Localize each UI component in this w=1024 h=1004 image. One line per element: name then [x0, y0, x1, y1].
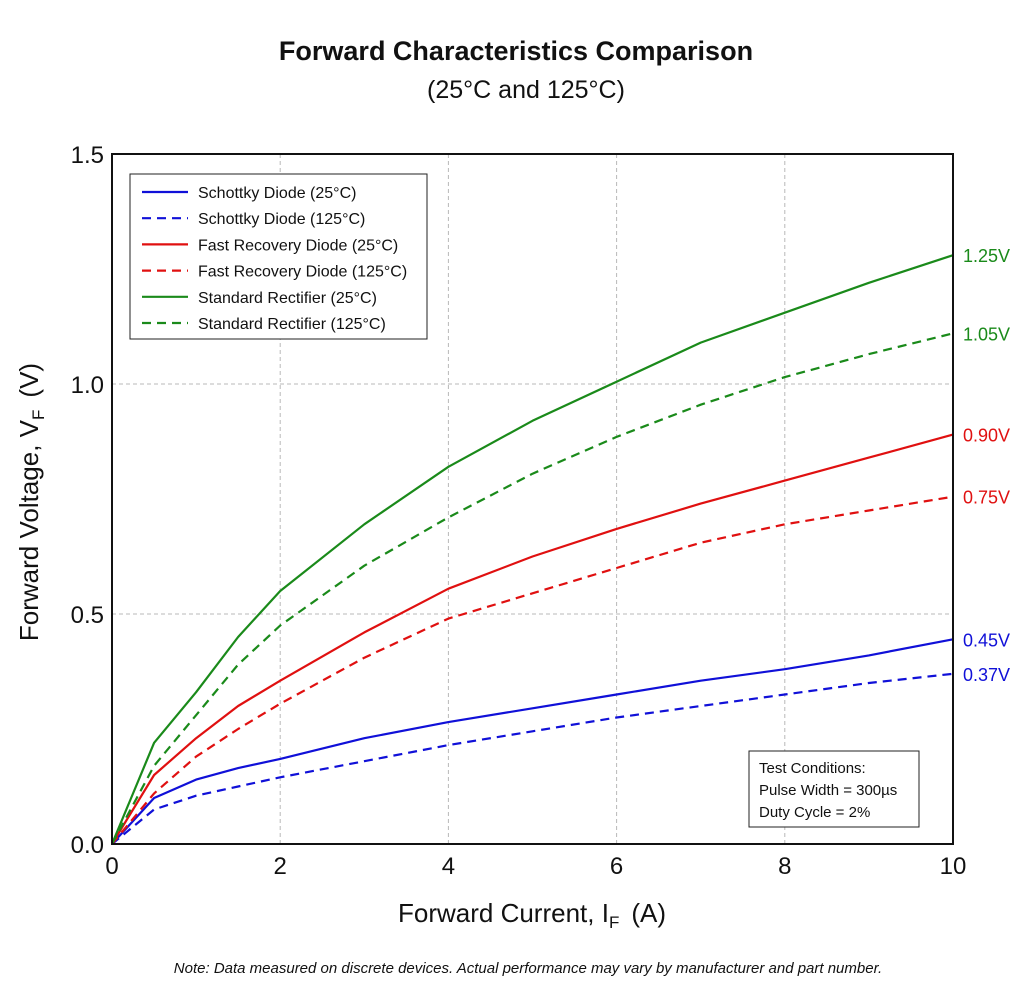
legend: Schottky Diode (25°C) Schottky Diode (125…: [129, 173, 428, 340]
y-axis-label-unit: (V): [14, 363, 44, 398]
series-line-4: [110, 254, 954, 845]
legend-label: Fast Recovery Diode (25°C): [198, 237, 398, 254]
series-end-label: 0.90V: [963, 426, 1010, 446]
y-axis-label-main: Forward Voltage, V: [14, 419, 44, 641]
x-tick-label: 2: [274, 853, 287, 880]
legend-label: Standard Rectifier (125°C): [198, 316, 386, 333]
series-end-label: 0.75V: [963, 488, 1010, 508]
y-tick-label: 1.5: [71, 142, 104, 169]
legend-label: Fast Recovery Diode (125°C): [198, 264, 407, 281]
series-end-label: 1.05V: [963, 324, 1010, 344]
x-tick-label: 6: [610, 853, 623, 880]
x-axis-label-unit: (A): [631, 898, 666, 928]
y-tick-label: 0.5: [71, 602, 104, 629]
x-axis-label-main: Forward Current, I: [398, 898, 609, 928]
y-tick-label: 0.0: [71, 832, 104, 859]
series-line-5: [111, 332, 954, 845]
test-conditions-line: Test Conditions:: [759, 760, 866, 777]
legend-label: Schottky Diode (125°C): [198, 211, 365, 228]
chart-title: Forward Characteristics Comparison: [279, 36, 753, 66]
x-tick-label: 4: [442, 853, 455, 880]
test-conditions-box: Test Conditions: Pulse Width = 300µs Dut…: [748, 750, 920, 828]
x-axis-label-subscript: F: [609, 913, 619, 932]
legend-label: Standard Rectifier (25°C): [198, 290, 377, 307]
series-end-label: 0.45V: [963, 630, 1010, 650]
x-tick-label: 10: [940, 853, 967, 880]
legend-label: Schottky Diode (25°C): [198, 185, 356, 202]
test-conditions-line: Duty Cycle = 2%: [759, 804, 870, 821]
x-tick-label: 8: [778, 853, 791, 880]
test-conditions-line: Pulse Width = 300µs: [759, 782, 897, 799]
series-end-label: 0.37V: [963, 665, 1010, 685]
x-tick-label: 0: [105, 853, 118, 880]
legend-box: [129, 173, 428, 340]
test-conditions-frame: [748, 750, 920, 828]
series-lines: [110, 254, 954, 845]
series-line-0: [111, 638, 954, 845]
grid-lines: [112, 154, 953, 844]
plot-frame: [111, 153, 954, 845]
series-line-2: [111, 433, 954, 845]
y-axis-label: Forward Voltage, VF (V): [14, 363, 48, 641]
y-tick-label: 1.0: [71, 372, 104, 399]
x-axis-label: Forward Current, IF (A): [398, 898, 666, 932]
chart-subtitle: (25°C and 125°C): [427, 76, 625, 104]
tick-labels: 0 2 4 6 8 10 0.0 0.5 1.0 1.5: [71, 142, 967, 880]
end-labels: 0.45V 0.37V 0.90V 0.75V 1.25V 1.05V: [963, 246, 1010, 685]
footnote: Note: Data measured on discrete devices.…: [173, 960, 883, 977]
series-end-label: 1.25V: [963, 246, 1010, 266]
y-axis-label-subscript: F: [29, 410, 48, 420]
series-line-1: [111, 672, 954, 845]
series-line-3: [111, 495, 954, 845]
